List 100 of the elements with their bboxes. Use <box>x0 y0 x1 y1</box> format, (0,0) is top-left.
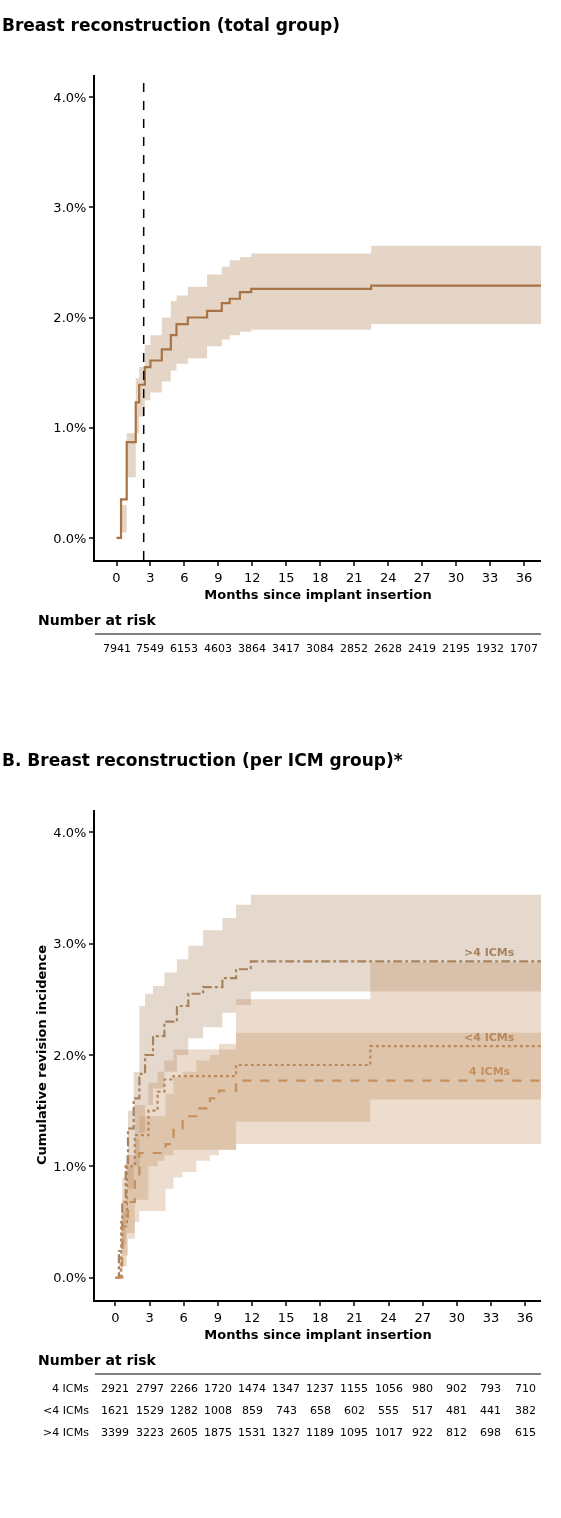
chart-title: B. Breast reconstruction (per ICM group)* <box>2 750 403 770</box>
text: 1327 <box>272 1426 300 1439</box>
series-label: >4 ICMs <box>464 946 515 959</box>
x-tick-label: 24 <box>380 1309 397 1325</box>
text: 1720 <box>204 1382 232 1395</box>
x-tick-label: 3 <box>145 1309 154 1325</box>
x-tick-label: 15 <box>277 1309 295 1325</box>
text: 1056 <box>375 1382 403 1395</box>
text: 1932 <box>476 642 504 655</box>
text: 812 <box>446 1426 467 1439</box>
text: 710 <box>515 1382 536 1395</box>
series-label: 4 ICMs <box>469 1065 511 1078</box>
text: 602 <box>344 1404 365 1417</box>
text: 859 <box>242 1404 263 1417</box>
x-tick-label: 30 <box>447 569 465 585</box>
y-tick-label: 0.0% <box>53 530 87 546</box>
text: 2195 <box>442 642 470 655</box>
text: 698 <box>480 1426 501 1439</box>
text: 1474 <box>238 1382 266 1395</box>
x-axis-title: Months since implant insertion <box>204 1326 432 1342</box>
x-tick-label: 18 <box>312 1309 329 1325</box>
text: 922 <box>412 1426 433 1439</box>
text: 382 <box>515 1404 536 1417</box>
text: 3084 <box>306 642 334 655</box>
x-tick-label: 9 <box>214 569 223 585</box>
text: 615 <box>515 1426 536 1439</box>
text: 1621 <box>101 1404 129 1417</box>
text: 2266 <box>170 1382 198 1395</box>
y-tick-label: 1.0% <box>53 1158 87 1174</box>
x-tick-label: 6 <box>179 1309 188 1325</box>
text: Number at risk <box>38 1352 157 1368</box>
x-tick-label: 12 <box>243 1309 261 1325</box>
text: 1008 <box>204 1404 232 1417</box>
chart-title: Breast reconstruction (total group) <box>2 15 340 35</box>
text: 1282 <box>170 1404 198 1417</box>
x-tick-label: 15 <box>278 569 295 585</box>
y-tick-label: 4.0% <box>53 89 87 105</box>
y-tick-label: 2.0% <box>53 310 87 326</box>
text: 1189 <box>306 1426 334 1439</box>
x-tick-label: 6 <box>180 569 189 585</box>
text: 1531 <box>238 1426 266 1439</box>
text: 1017 <box>375 1426 403 1439</box>
text: 2419 <box>408 642 436 655</box>
x-tick-label: 33 <box>482 1309 500 1325</box>
text: 1347 <box>272 1382 300 1395</box>
text: 3417 <box>272 642 300 655</box>
x-tick-label: 9 <box>213 1309 223 1325</box>
y-tick-label: 1.0% <box>53 420 87 436</box>
text: 980 <box>412 1382 433 1395</box>
x-tick-label: 36 <box>516 1309 534 1325</box>
x-tick-label: 30 <box>448 1309 466 1325</box>
text: 7549 <box>136 642 164 655</box>
text: 1155 <box>340 1382 368 1395</box>
text: 2605 <box>170 1426 198 1439</box>
text: 441 <box>480 1404 501 1417</box>
text: 1875 <box>204 1426 232 1439</box>
text: 4603 <box>204 642 232 655</box>
text: 517 <box>412 1404 433 1417</box>
y-tick-label: 4.0% <box>53 824 87 840</box>
text: 6153 <box>170 642 198 655</box>
y-tick-label: 0.0% <box>53 1270 87 1286</box>
text: 1529 <box>136 1404 164 1417</box>
x-tick-label: 0 <box>111 1309 120 1325</box>
x-tick-label: 36 <box>515 569 533 585</box>
text: 1237 <box>306 1382 334 1395</box>
text: <4 ICMs <box>43 1404 90 1417</box>
text: 7941 <box>103 642 131 655</box>
y-axis-title: Cumulative revision incidence <box>33 944 49 1166</box>
y-tick-label: 3.0% <box>53 936 87 952</box>
x-tick-label: 24 <box>379 569 397 585</box>
x-tick-label: 21 <box>346 1309 363 1325</box>
text: 3223 <box>136 1426 164 1439</box>
text: 658 <box>310 1404 331 1417</box>
x-tick-label: 27 <box>413 569 431 585</box>
x-tick-label: 33 <box>481 569 499 585</box>
text: 1707 <box>510 642 538 655</box>
text: 3399 <box>101 1426 129 1439</box>
text: 4 ICMs <box>52 1382 89 1395</box>
text: 3864 <box>238 642 266 655</box>
text: 2628 <box>374 642 402 655</box>
text: 555 <box>378 1404 399 1417</box>
x-tick-label: 18 <box>311 569 329 585</box>
text: 743 <box>276 1404 297 1417</box>
text: 902 <box>446 1382 467 1395</box>
x-axis-title: Months since implant insertion <box>204 586 432 602</box>
text: 2797 <box>136 1382 164 1395</box>
x-tick-label: 3 <box>146 569 155 585</box>
x-tick-label: 12 <box>244 569 261 585</box>
text: 2852 <box>340 642 368 655</box>
y-tick-label: 3.0% <box>53 199 87 215</box>
text: 1095 <box>340 1426 368 1439</box>
text: 481 <box>446 1404 467 1417</box>
series-label: <4 ICMs <box>464 1031 515 1044</box>
y-tick-label: 2.0% <box>53 1047 87 1063</box>
x-tick-label: 27 <box>414 1309 431 1325</box>
text: 2921 <box>101 1382 129 1395</box>
x-tick-label: 21 <box>345 569 363 585</box>
x-tick-label: 0 <box>112 569 121 585</box>
text: >4 ICMs <box>43 1426 90 1439</box>
text: 793 <box>480 1382 501 1395</box>
